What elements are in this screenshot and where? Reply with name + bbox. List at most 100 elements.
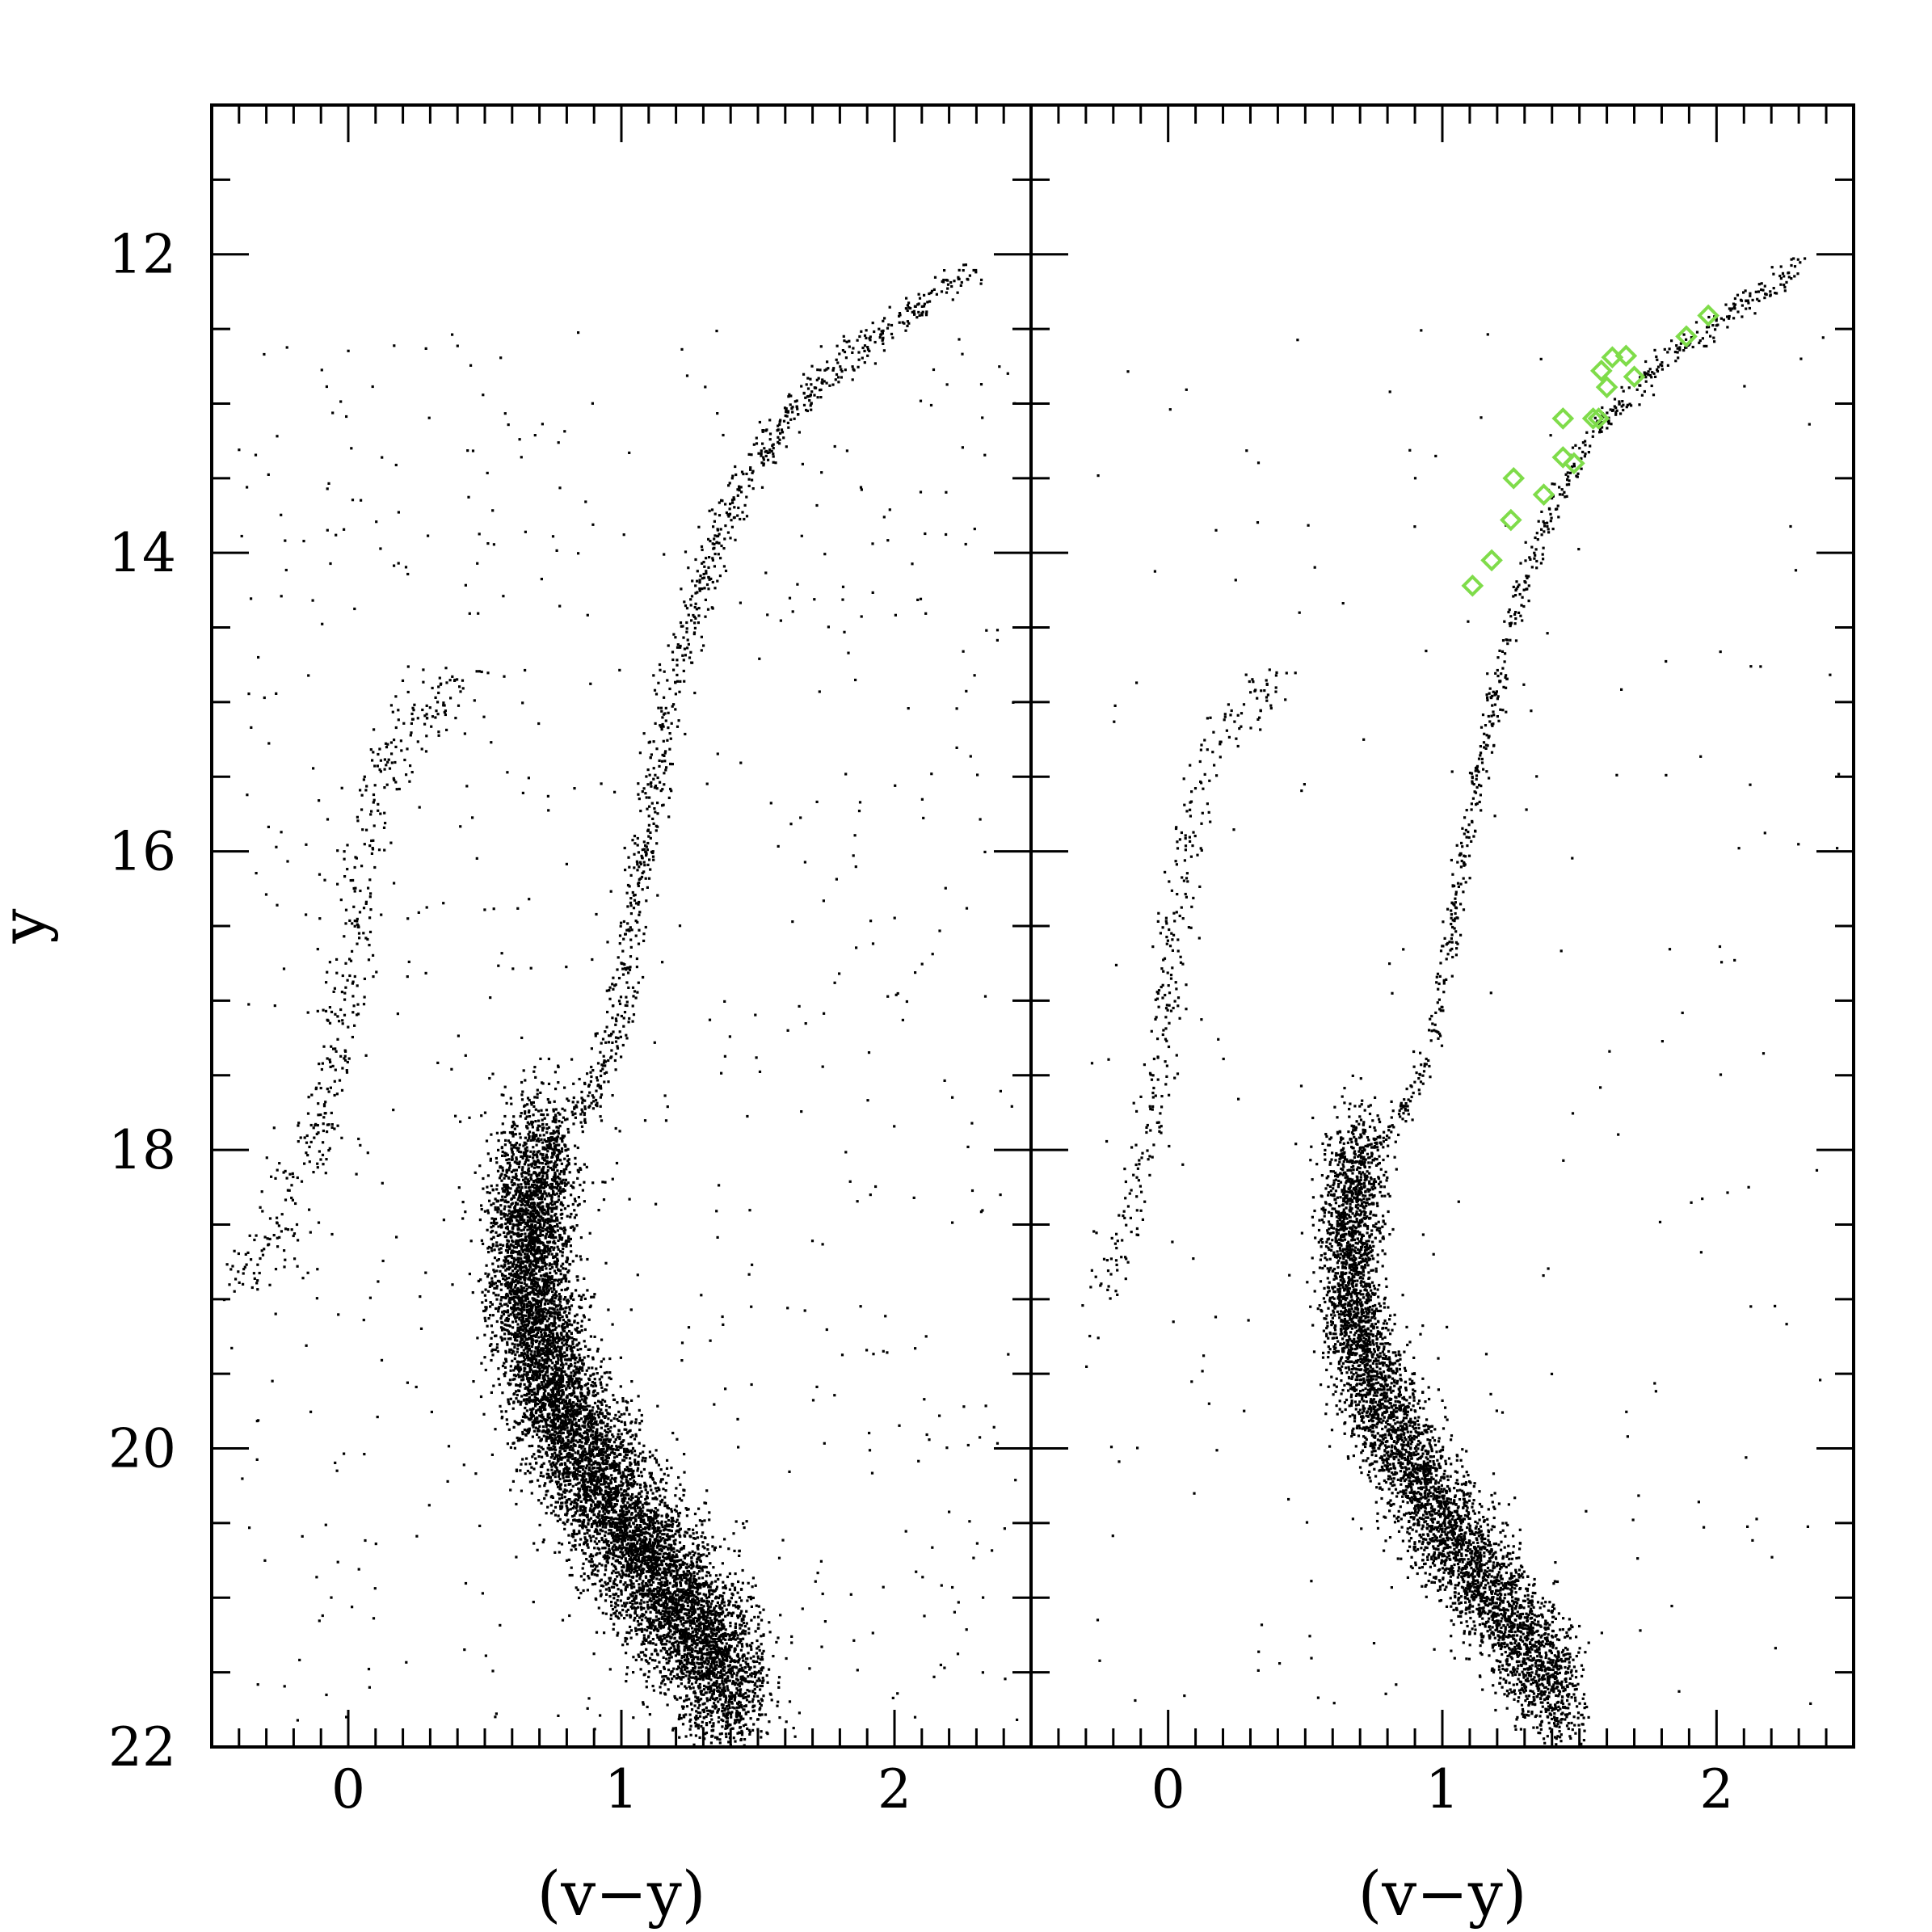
star-point xyxy=(566,1512,569,1515)
star-point xyxy=(702,1693,705,1696)
star-point xyxy=(633,1571,636,1574)
star-point xyxy=(565,1424,568,1427)
star-point xyxy=(627,1021,630,1024)
star-point xyxy=(684,1713,688,1716)
star-point xyxy=(657,1463,660,1467)
star-point xyxy=(538,1286,541,1289)
star-point xyxy=(661,1533,664,1536)
star-point xyxy=(760,1667,763,1670)
star-point xyxy=(717,553,720,556)
star-point xyxy=(709,1647,712,1651)
star-point xyxy=(689,598,692,601)
star-point xyxy=(572,1423,575,1426)
star-point xyxy=(632,1597,636,1601)
star-point xyxy=(525,1146,528,1149)
star-point xyxy=(694,1699,697,1703)
star-point xyxy=(558,1381,561,1384)
star-point xyxy=(781,431,785,434)
star-point xyxy=(629,1463,632,1467)
star-point xyxy=(743,1632,747,1635)
star-point xyxy=(552,1236,555,1240)
star-point xyxy=(601,1067,604,1071)
star-point xyxy=(671,1585,675,1588)
star-point xyxy=(677,1514,680,1517)
star-point xyxy=(590,1491,593,1494)
star-point xyxy=(534,1163,537,1166)
star-point xyxy=(742,473,745,476)
star-point xyxy=(606,1422,609,1425)
star-point xyxy=(725,511,728,515)
star-point xyxy=(726,1633,730,1636)
star-point xyxy=(844,368,847,372)
star-point xyxy=(552,1410,555,1413)
star-point xyxy=(657,1602,660,1605)
star-point xyxy=(915,316,919,319)
star-point xyxy=(636,869,639,872)
star-point xyxy=(549,1439,553,1442)
star-point xyxy=(532,1284,536,1287)
star-point xyxy=(541,1315,545,1318)
star-point xyxy=(681,1635,684,1638)
star-point xyxy=(606,1425,609,1428)
star-point xyxy=(634,902,638,905)
star-point xyxy=(555,1126,558,1129)
star-point xyxy=(582,1362,585,1366)
star-point xyxy=(655,1627,659,1631)
star-point xyxy=(703,587,706,590)
star-point xyxy=(966,277,969,280)
star-point xyxy=(605,1025,608,1029)
star-point xyxy=(649,1524,652,1527)
star-point xyxy=(823,368,827,372)
star-point xyxy=(721,1667,725,1670)
star-point xyxy=(654,810,657,814)
star-point xyxy=(597,1606,600,1610)
star-point xyxy=(933,276,937,279)
star-point xyxy=(715,1673,718,1677)
star-point xyxy=(674,1696,677,1700)
star-point xyxy=(777,1700,780,1703)
star-point xyxy=(576,1101,579,1104)
star-point xyxy=(637,1454,640,1458)
star-point xyxy=(516,1125,519,1128)
star-point xyxy=(583,1118,587,1121)
star-point xyxy=(603,1371,606,1374)
star-point xyxy=(647,835,650,838)
star-point xyxy=(730,1715,733,1719)
star-point xyxy=(793,400,797,403)
star-point xyxy=(623,1011,627,1014)
star-point xyxy=(572,1401,575,1404)
star-point xyxy=(765,449,768,452)
star-point xyxy=(698,1565,701,1568)
star-point xyxy=(607,1059,610,1063)
star-point xyxy=(533,1350,537,1353)
star-point xyxy=(649,756,652,760)
star-point xyxy=(631,1545,634,1548)
star-point xyxy=(652,858,655,861)
star-point xyxy=(651,1454,655,1457)
star-point xyxy=(745,515,749,518)
star-point xyxy=(693,1716,697,1719)
star-point xyxy=(730,1713,733,1716)
star-point xyxy=(638,1573,641,1576)
star-point xyxy=(806,409,809,413)
star-point xyxy=(740,1669,743,1672)
star-point xyxy=(601,1064,605,1067)
star-point xyxy=(532,1209,536,1213)
star-point xyxy=(582,1523,585,1526)
star-point xyxy=(606,1505,609,1509)
star-point xyxy=(713,1621,716,1624)
star-point xyxy=(534,1179,537,1182)
star-point xyxy=(726,1575,730,1579)
star-point xyxy=(532,1387,536,1391)
star-point xyxy=(695,1630,698,1633)
star-point xyxy=(543,1184,547,1188)
star-point xyxy=(629,1449,633,1453)
star-point xyxy=(692,631,697,634)
star-point xyxy=(751,1700,754,1703)
star-point xyxy=(768,1631,772,1634)
star-point xyxy=(779,419,782,422)
star-point xyxy=(574,1395,577,1398)
star-point xyxy=(835,358,838,361)
star-point xyxy=(869,335,872,339)
star-point xyxy=(718,1606,722,1609)
